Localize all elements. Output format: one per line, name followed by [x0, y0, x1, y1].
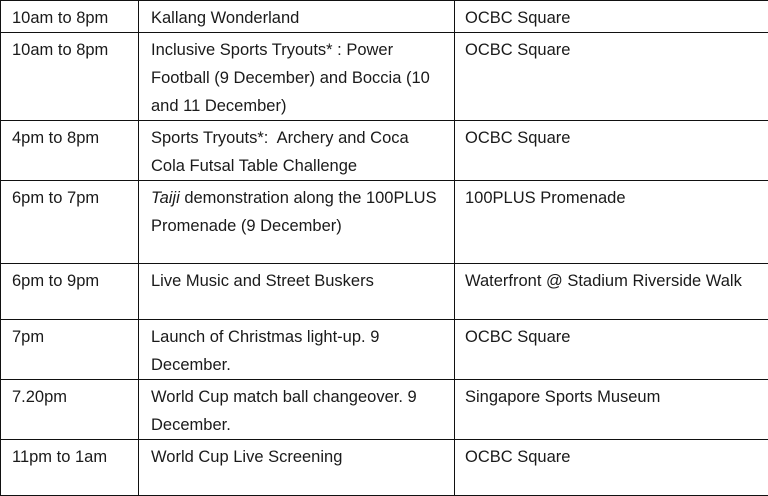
event-cell: World Cup Live Screening: [139, 440, 455, 496]
venue-cell: 100PLUS Promenade: [455, 181, 768, 264]
venue-cell: OCBC Square: [455, 320, 768, 380]
time-cell: 6pm to 9pm: [1, 264, 139, 320]
time-cell: 4pm to 8pm: [1, 121, 139, 181]
table-row: 11pm to 1am World Cup Live Screening OCB…: [1, 440, 768, 496]
time-cell: 10am to 8pm: [1, 1, 139, 33]
venue-cell: OCBC Square: [455, 1, 768, 33]
venue-cell: OCBC Square: [455, 33, 768, 121]
event-cell: Inclusive Sports Tryouts* : Power Footba…: [139, 33, 455, 121]
time-cell: 7.20pm: [1, 380, 139, 440]
table-row: 4pm to 8pm Sports Tryouts*: Archery and …: [1, 121, 768, 181]
table-row: 7.20pm World Cup match ball changeover. …: [1, 380, 768, 440]
event-italic-text: Taiji: [151, 189, 180, 207]
venue-cell: Waterfront @ Stadium Riverside Walk: [455, 264, 768, 320]
time-cell: 10am to 8pm: [1, 33, 139, 121]
table-row: 7pm Launch of Christmas light-up. 9 Dece…: [1, 320, 768, 380]
event-cell: Kallang Wonderland: [139, 1, 455, 33]
venue-cell: OCBC Square: [455, 121, 768, 181]
venue-cell: Singapore Sports Museum: [455, 380, 768, 440]
event-cell: Live Music and Street Buskers: [139, 264, 455, 320]
event-text: demonstration along the 100PLUS Promenad…: [151, 189, 437, 235]
time-cell: 6pm to 7pm: [1, 181, 139, 264]
time-cell: 7pm: [1, 320, 139, 380]
table-row: 6pm to 9pm Live Music and Street Buskers…: [1, 264, 768, 320]
event-cell: Launch of Christmas light-up. 9 December…: [139, 320, 455, 380]
event-cell: Taiji demonstration along the 100PLUS Pr…: [139, 181, 455, 264]
event-cell: World Cup match ball changeover. 9 Decem…: [139, 380, 455, 440]
table-row: 10am to 8pm Inclusive Sports Tryouts* : …: [1, 33, 768, 121]
time-cell: 11pm to 1am: [1, 440, 139, 496]
table-row: 10am to 8pm Kallang Wonderland OCBC Squa…: [1, 1, 768, 33]
venue-cell: OCBC Square: [455, 440, 768, 496]
event-cell: Sports Tryouts*: Archery and Coca Cola F…: [139, 121, 455, 181]
table-row: 6pm to 7pm Taiji demonstration along the…: [1, 181, 768, 264]
